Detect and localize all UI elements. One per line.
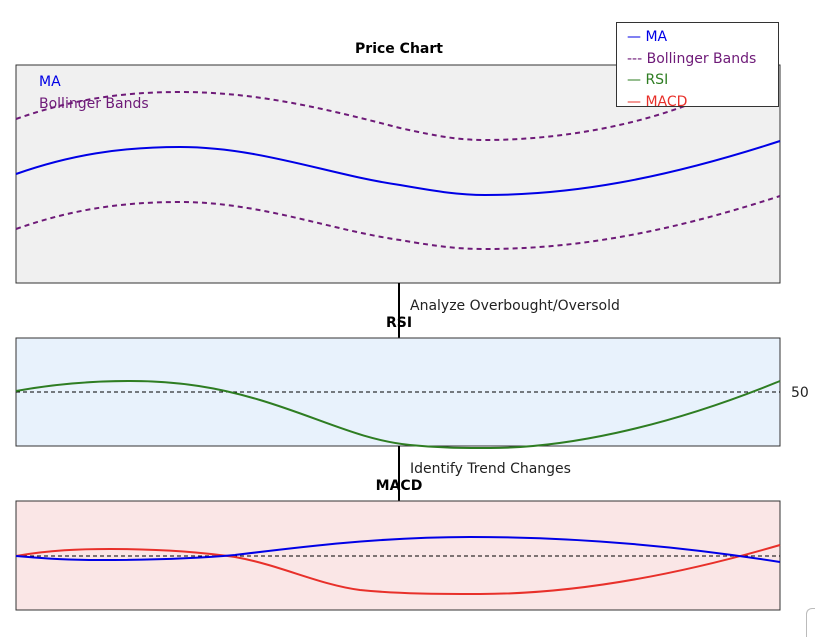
rsi-panel: RSI 50 xyxy=(15,315,809,450)
legend-line-icon: — xyxy=(627,72,641,88)
price-label-bollinger: Bollinger Bands xyxy=(39,96,149,112)
rsi-title: RSI xyxy=(386,315,412,331)
macd-blue-line xyxy=(15,535,781,563)
legend-item-macd: — MACD xyxy=(627,92,778,107)
macd-panel: MACD xyxy=(15,478,781,611)
price-label-ma: MA xyxy=(39,74,61,90)
macd-red-line xyxy=(15,544,781,596)
rsi-reference-label: 50 xyxy=(791,385,809,401)
legend-line-icon: — xyxy=(627,29,641,45)
bollinger-lower-line xyxy=(15,195,781,251)
legend-item-rsi: — RSI xyxy=(627,72,669,88)
ma-line xyxy=(15,140,781,197)
macd-title: MACD xyxy=(376,478,423,494)
legend-line-icon: — xyxy=(627,93,641,107)
arrow-label-trend: Identify Trend Changes xyxy=(410,461,571,477)
resize-corner xyxy=(806,608,815,637)
legend-item-ma: — MA xyxy=(627,29,668,45)
arrow-label-overbought: Analyze Overbought/Oversold xyxy=(410,298,620,314)
chart-legend: — MA --- Bollinger Bands — RSI — MACD xyxy=(616,22,779,107)
legend-item-bollinger: --- Bollinger Bands xyxy=(627,50,757,67)
rsi-line xyxy=(15,379,781,450)
price-chart-title: Price Chart xyxy=(355,41,443,57)
legend-dashed-line-icon: --- xyxy=(627,50,643,67)
